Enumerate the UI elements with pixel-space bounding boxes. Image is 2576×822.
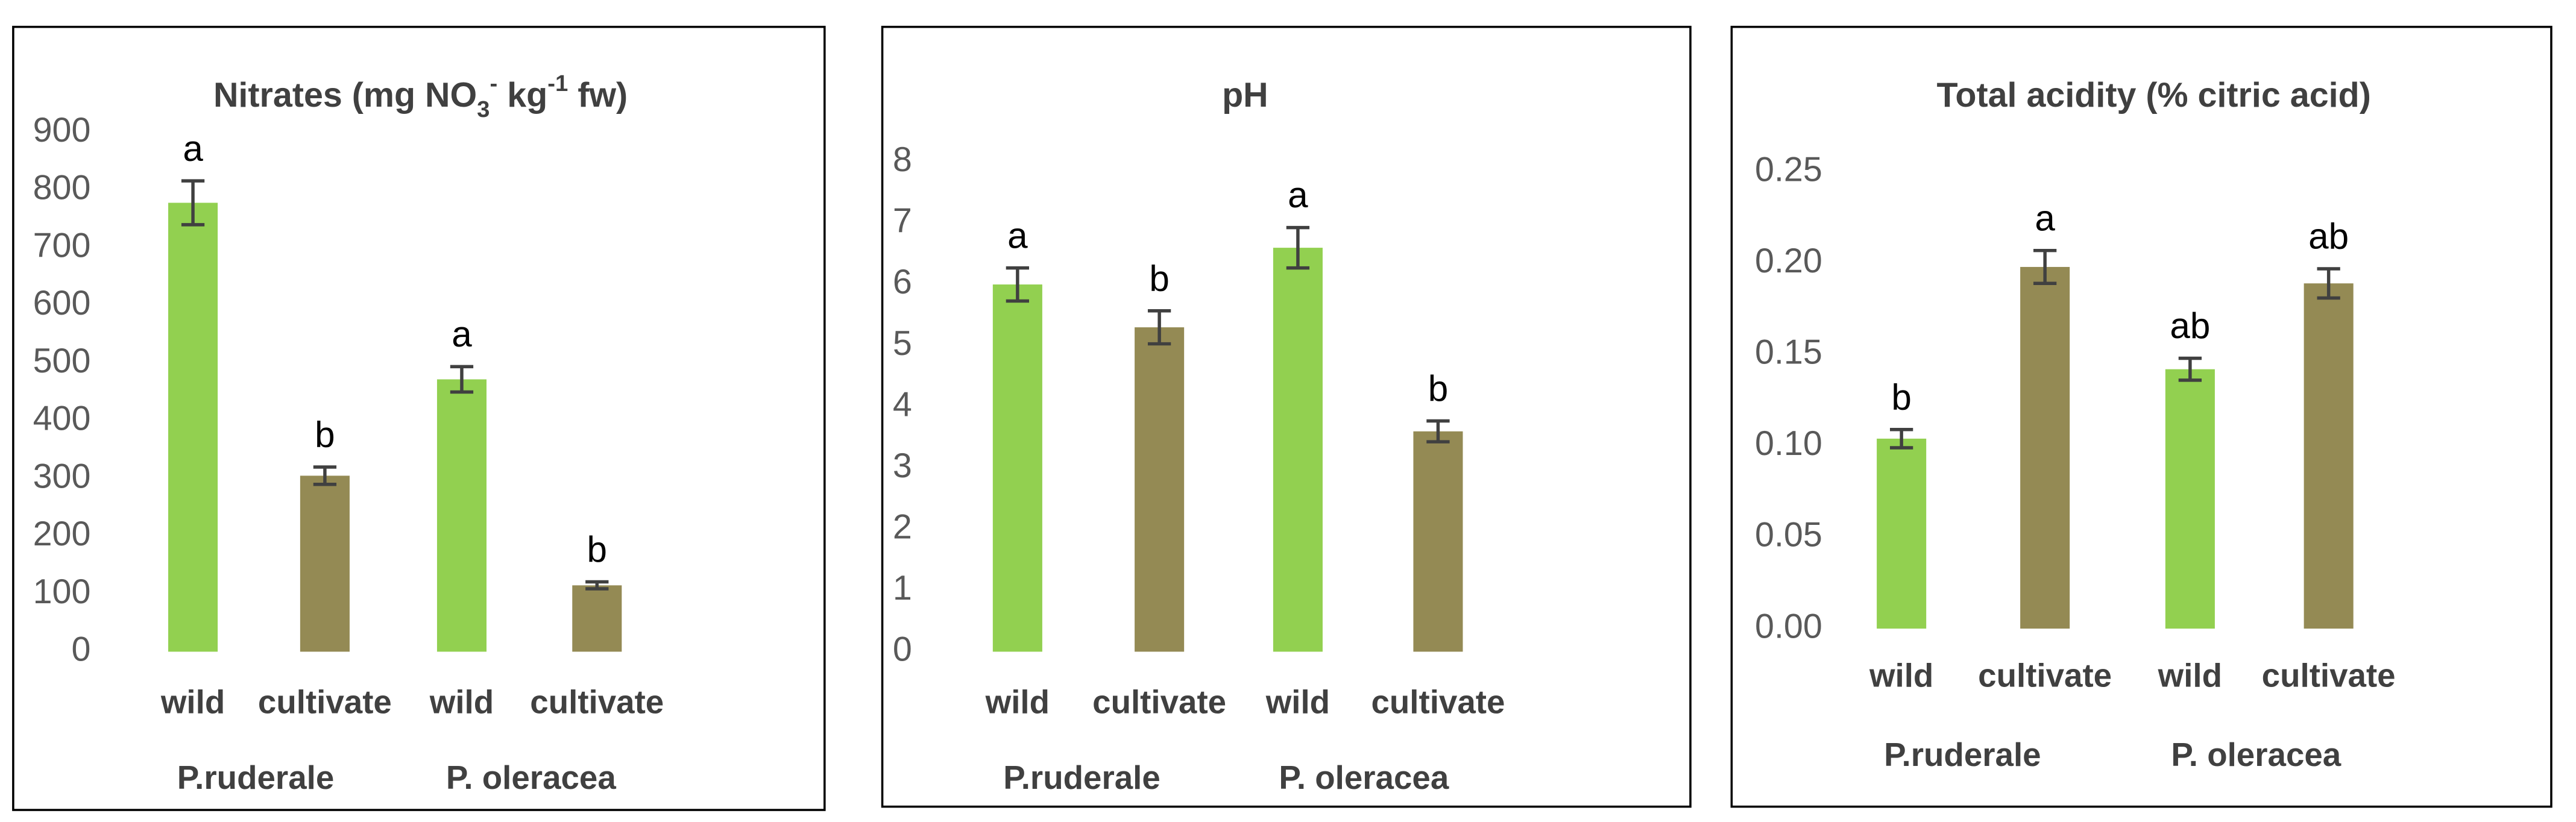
y-tick-label: 100 — [33, 573, 91, 611]
error-bar — [1426, 419, 1450, 444]
y-tick-label: 0.05 — [1755, 516, 1822, 554]
significance-letter: a — [452, 314, 472, 354]
significance-letter: ab — [2308, 216, 2349, 257]
significance-letter: a — [1007, 215, 1028, 256]
error-bar — [450, 365, 474, 394]
y-tick-label: 7 — [893, 202, 912, 240]
panel-frame — [1730, 25, 2552, 808]
x-tick-label: cultivate — [1092, 683, 1226, 720]
group-label: P. oleracea — [1279, 759, 1449, 796]
y-tick-label: 700 — [33, 226, 91, 265]
chart-title: Total acidity (% citric acid) — [1937, 76, 2371, 115]
bar — [2304, 283, 2354, 629]
bar — [572, 585, 622, 652]
bar — [1877, 438, 1927, 629]
title-part: fw) — [568, 76, 628, 115]
group-label: P. oleracea — [446, 759, 616, 796]
y-tick-label: 4 — [893, 385, 912, 424]
y-tick-label: 500 — [33, 342, 91, 380]
y-tick-label: 6 — [893, 263, 912, 301]
error-bar — [1147, 309, 1171, 346]
title-part: 3 — [477, 96, 490, 122]
x-tick-label: cultivate — [530, 683, 664, 720]
x-tick-label: wild — [2158, 657, 2222, 694]
significance-letter: b — [1149, 258, 1169, 298]
significance-letter: a — [1288, 175, 1308, 215]
x-tick-label: cultivate — [1978, 657, 2112, 694]
y-tick-label: 0 — [893, 630, 912, 669]
bar — [1135, 327, 1185, 652]
significance-letter: b — [315, 415, 335, 455]
significance-letter: b — [1891, 377, 1911, 417]
error-bar — [2178, 356, 2202, 382]
y-tick-label: 2 — [893, 507, 912, 546]
y-tick-label: 1 — [893, 569, 912, 607]
significance-letter: b — [587, 529, 607, 569]
y-tick-label: 0.15 — [1755, 333, 1822, 372]
bar — [436, 379, 487, 652]
bar — [1413, 431, 1463, 652]
y-tick-label: 800 — [33, 169, 91, 207]
title-part: - — [490, 71, 497, 96]
x-tick-label: cultivate — [2262, 657, 2396, 694]
y-tick-label: 5 — [893, 324, 912, 363]
y-tick-label: 0 — [72, 630, 91, 669]
bar — [2165, 369, 2215, 629]
title-part: kg — [497, 76, 547, 115]
title-part: Nitrates (mg NO — [213, 76, 477, 115]
group-label: P.ruderale — [177, 759, 335, 796]
x-tick-label: wild — [985, 683, 1050, 720]
bar — [300, 475, 350, 652]
error-bar — [585, 580, 609, 591]
significance-letter: b — [1428, 368, 1448, 409]
chart-title: Nitrates (mg NO3- kg-1 fw) — [213, 71, 628, 122]
y-tick-label: 900 — [33, 111, 91, 149]
panel-frame — [12, 25, 826, 811]
panel-frame — [881, 25, 1692, 808]
x-tick-label: cultivate — [258, 683, 392, 720]
y-tick-label: 0.10 — [1755, 424, 1822, 463]
y-tick-label: 3 — [893, 447, 912, 485]
bar — [2020, 266, 2070, 629]
y-tick-label: 8 — [893, 140, 912, 179]
x-tick-label: wild — [1265, 683, 1330, 720]
x-tick-label: wild — [160, 683, 225, 720]
title-part: pH — [1222, 76, 1268, 115]
x-tick-label: wild — [429, 683, 494, 720]
y-tick-label: 300 — [33, 457, 91, 495]
y-tick-label: 400 — [33, 400, 91, 438]
bar — [992, 284, 1042, 652]
significance-letter: a — [183, 128, 203, 169]
error-bar — [1889, 427, 1913, 450]
group-label: P.ruderale — [1884, 736, 2041, 773]
chart-title: pH — [1222, 76, 1268, 115]
y-tick-label: 600 — [33, 284, 91, 322]
error-bar — [2033, 248, 2057, 285]
x-tick-label: wild — [1869, 657, 1933, 694]
y-tick-label: 0.20 — [1755, 242, 1822, 280]
bar — [1273, 248, 1323, 652]
title-part: -1 — [547, 71, 568, 96]
significance-letter: a — [2035, 198, 2055, 238]
error-bar — [1286, 225, 1310, 270]
significance-letter: ab — [2170, 306, 2210, 346]
error-bar — [181, 179, 205, 227]
error-bar — [313, 465, 337, 486]
y-tick-label: 200 — [33, 515, 91, 553]
group-label: P. oleracea — [2171, 736, 2341, 773]
y-tick-label: 0.25 — [1755, 151, 1822, 189]
bar — [168, 202, 218, 652]
error-bar — [1006, 266, 1030, 303]
error-bar — [2317, 267, 2340, 300]
y-tick-label: 0.00 — [1755, 607, 1822, 645]
x-tick-label: cultivate — [1371, 683, 1505, 720]
group-label: P.ruderale — [1003, 759, 1160, 796]
title-part: Total acidity (% citric acid) — [1937, 76, 2371, 115]
